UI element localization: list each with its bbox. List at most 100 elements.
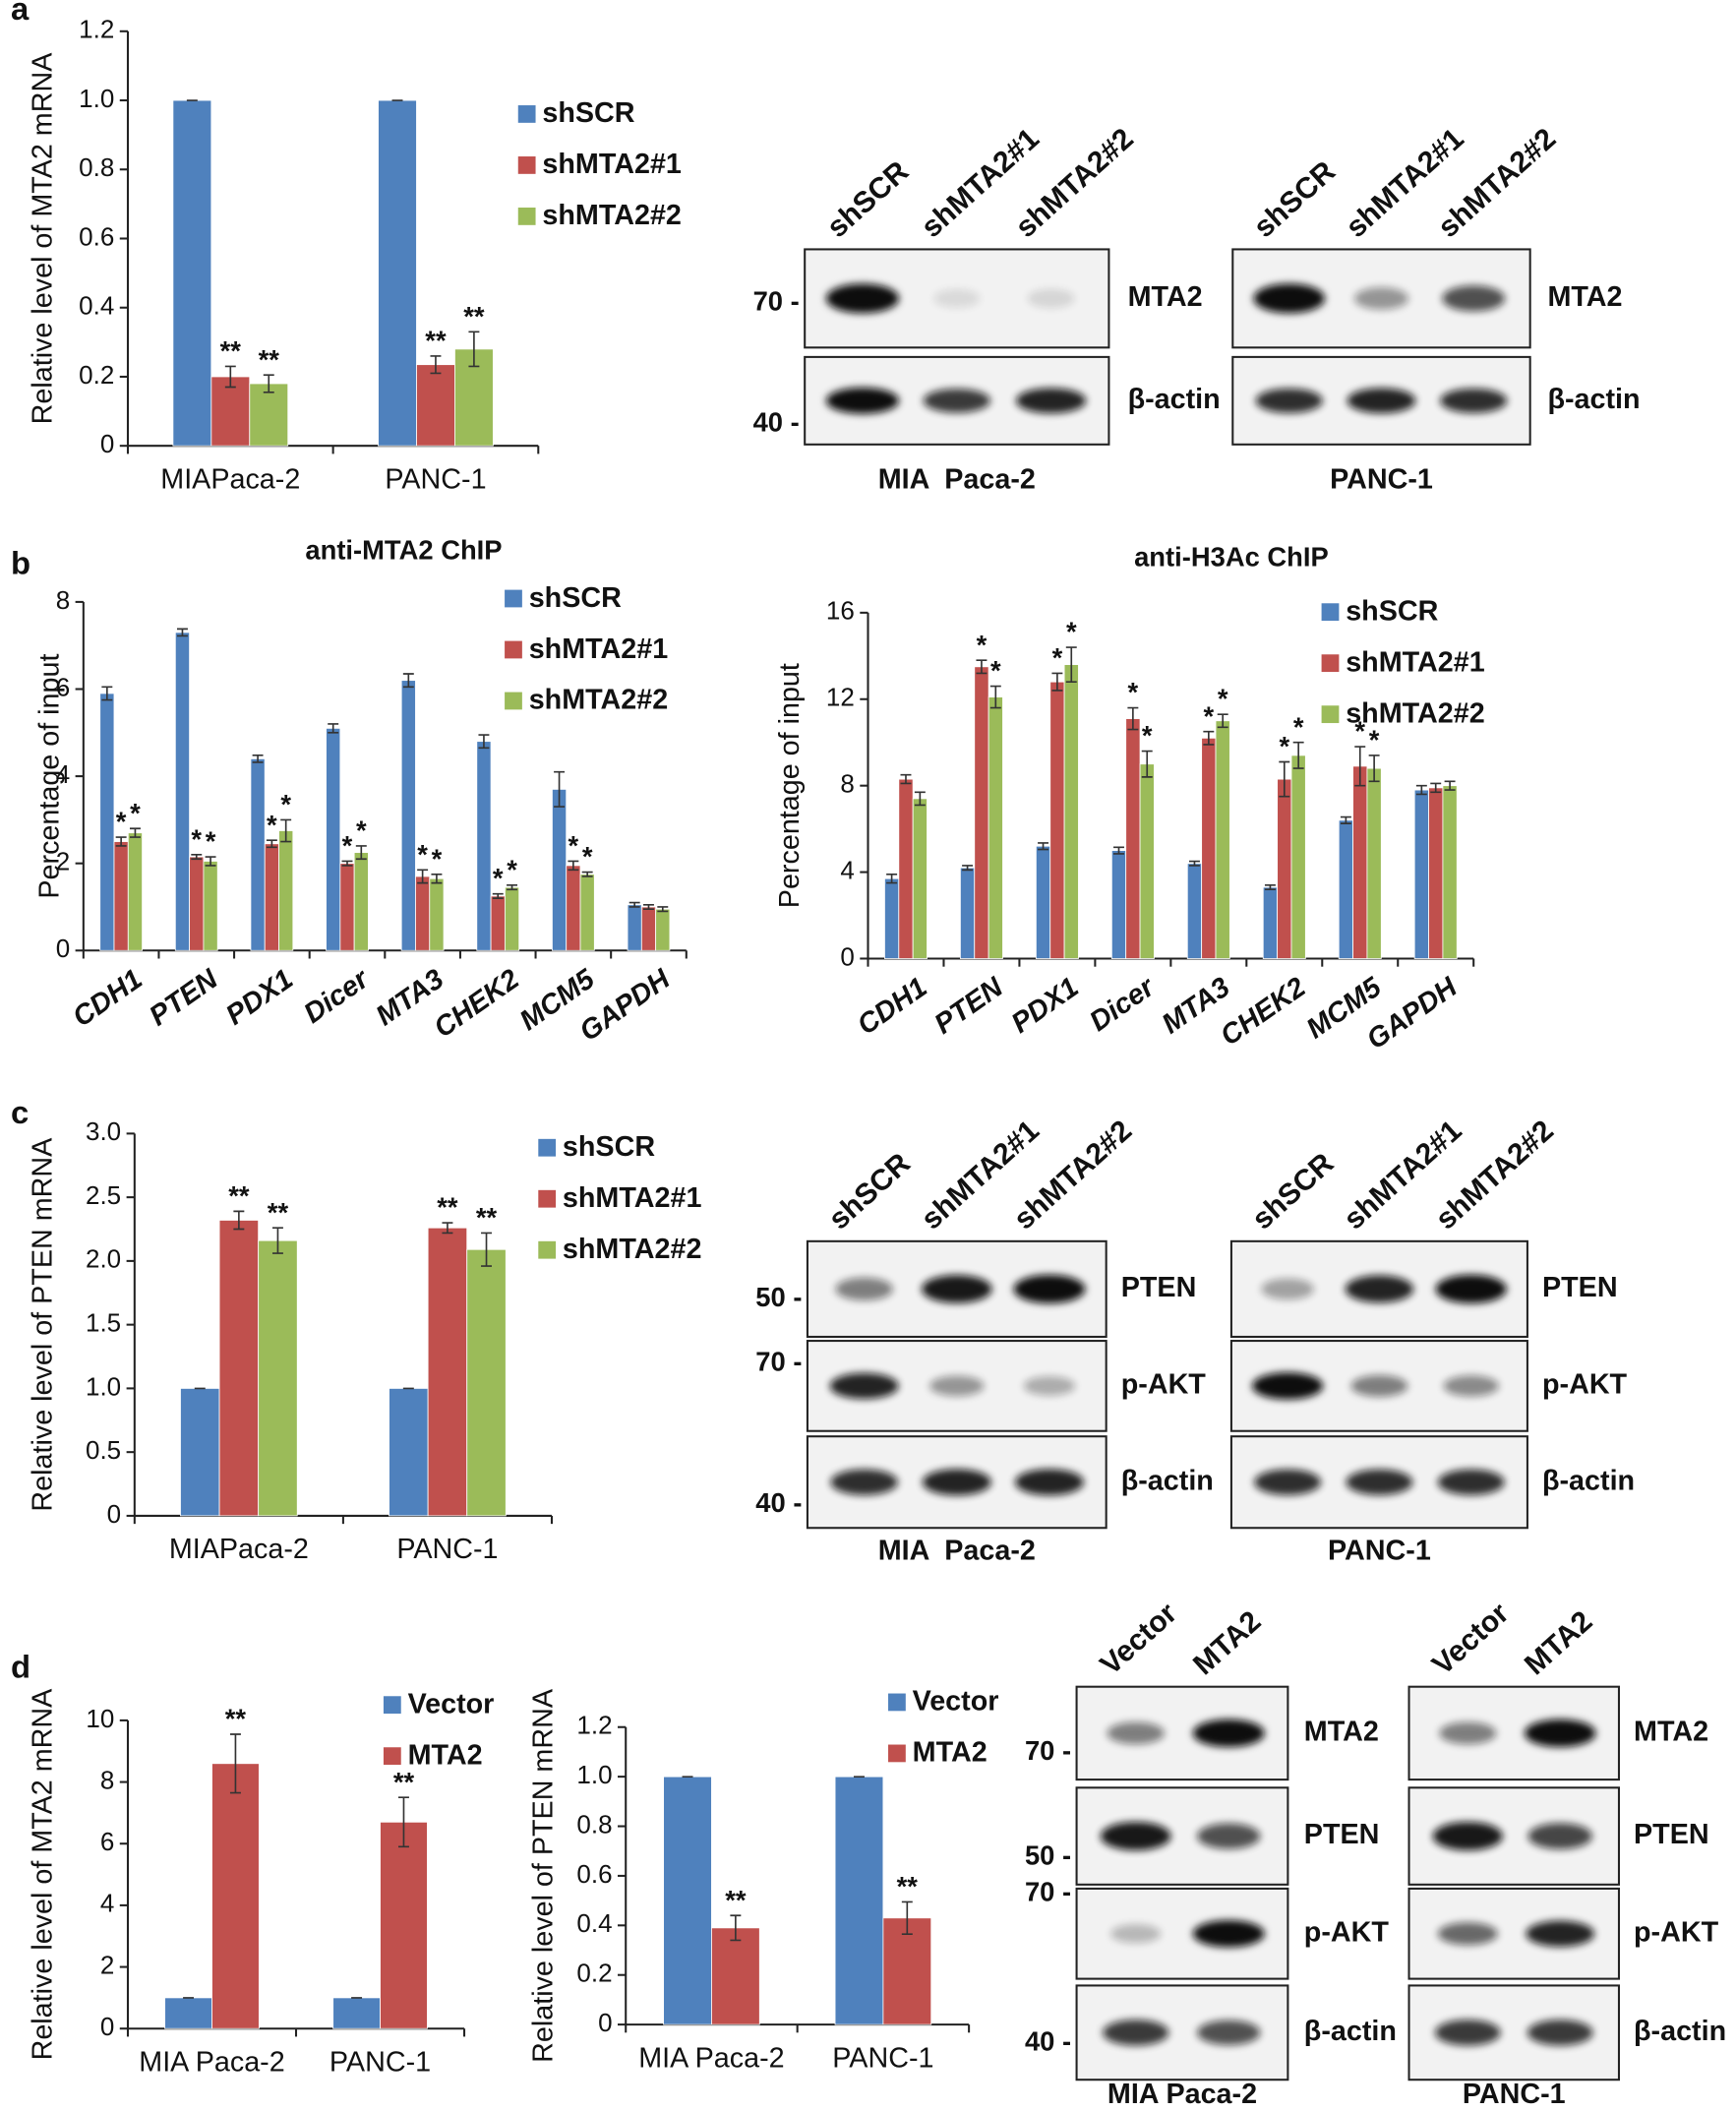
legend-label: shMTA2#2 — [542, 200, 682, 231]
error-bar — [252, 754, 264, 763]
bar — [429, 877, 445, 951]
row-label: MTA2 — [1128, 281, 1203, 313]
band — [1440, 388, 1508, 413]
band — [1347, 388, 1416, 414]
y-tick-label: 0 — [100, 2012, 114, 2041]
band — [829, 1372, 899, 1400]
x-tick-label: Dicer — [298, 962, 376, 1029]
y-tick-label: 1.5 — [86, 1308, 121, 1338]
significance: ** — [220, 335, 242, 366]
band — [929, 1375, 985, 1397]
bar — [1215, 720, 1230, 959]
significance: ** — [437, 1192, 458, 1223]
error-bar — [468, 331, 480, 368]
y-tick-label: 0.8 — [79, 152, 114, 182]
band — [1435, 1274, 1507, 1303]
band — [1253, 283, 1326, 314]
significance: * — [1142, 720, 1153, 751]
legend-swatch — [505, 692, 522, 710]
error-bar — [397, 1796, 409, 1848]
lane-label: shSCR — [1246, 1147, 1341, 1236]
significance: * — [1369, 724, 1380, 754]
band — [1432, 1822, 1503, 1851]
band — [1442, 285, 1506, 312]
bar — [490, 895, 506, 951]
significance: ** — [897, 1871, 919, 1901]
bar — [353, 852, 369, 951]
legend-label: Vector — [913, 1686, 999, 1718]
y-axis-label: Percentage of input — [34, 654, 66, 899]
legend-label: shMTA2#1 — [529, 633, 669, 665]
bar — [974, 666, 989, 959]
band — [1350, 1374, 1408, 1397]
significance: ** — [463, 301, 485, 332]
error-bar — [431, 873, 443, 884]
legend-swatch — [517, 156, 536, 174]
error-bar — [1368, 754, 1380, 783]
error-bar — [1203, 730, 1215, 746]
row-label: β-actin — [1304, 2016, 1397, 2047]
bar — [378, 99, 417, 447]
y-tick-label: 4 — [56, 759, 70, 789]
bar — [1338, 819, 1353, 959]
legend-swatch — [538, 1240, 557, 1259]
legend-swatch — [538, 1138, 557, 1157]
bar — [278, 830, 294, 951]
lane-label: shSCR — [1248, 154, 1343, 244]
x-tick-label: PANC-1 — [832, 2042, 933, 2074]
error-bar — [507, 884, 518, 891]
bar — [476, 741, 492, 951]
legend-label: shMTA2#1 — [542, 149, 682, 180]
bar — [898, 778, 914, 959]
error-bar — [581, 871, 593, 877]
legend-label: Vector — [408, 1688, 495, 1719]
cell-line: PANC-1 — [1330, 463, 1433, 495]
bar — [1428, 787, 1444, 959]
size-marker: 40 - — [755, 1487, 802, 1518]
bar — [466, 1248, 507, 1517]
row-label: p-AKT — [1121, 1368, 1207, 1400]
bar — [416, 364, 455, 447]
x-tick-label: PANC-1 — [385, 463, 486, 495]
legend-swatch — [888, 1744, 906, 1763]
x-tick-label: PDX1 — [1006, 972, 1085, 1040]
bar — [1139, 763, 1155, 959]
y-tick-label: 0.8 — [576, 1809, 612, 1839]
x-tick-label: CHEK2 — [1215, 972, 1311, 1053]
bar — [211, 1763, 260, 2029]
lane-label: Vector — [1095, 1597, 1184, 1681]
bar — [1186, 863, 1203, 959]
band — [1439, 1721, 1497, 1745]
error-bar — [271, 1227, 283, 1254]
cell-line: MIA Paca-2 — [1107, 2079, 1257, 2110]
row-label: p-AKT — [1304, 1916, 1390, 1948]
error-bar — [280, 818, 292, 843]
band — [923, 389, 990, 413]
bar — [1262, 886, 1279, 959]
row-label: p-AKT — [1542, 1368, 1628, 1400]
bar — [988, 696, 1003, 959]
x-tick-label: PANC-1 — [329, 2046, 431, 2078]
y-tick-label: 12 — [826, 683, 855, 712]
error-bar — [224, 365, 236, 389]
significance: * — [267, 810, 277, 840]
bar — [1352, 765, 1368, 959]
error-bar — [643, 903, 654, 911]
bar — [189, 856, 205, 951]
error-bar — [1051, 672, 1063, 692]
band — [1027, 288, 1075, 309]
band — [1434, 2020, 1501, 2046]
error-bar — [1188, 860, 1200, 867]
bar — [389, 1387, 429, 1517]
band — [1014, 1469, 1084, 1496]
bar — [912, 798, 928, 959]
bar — [332, 1997, 381, 2029]
chart-title: anti-MTA2 ChIP — [305, 535, 502, 566]
significance: * — [1128, 677, 1139, 707]
error-bar — [901, 1900, 913, 1935]
error-bar — [900, 773, 912, 785]
significance: * — [1066, 617, 1077, 647]
significance: * — [342, 830, 353, 861]
significance: * — [356, 815, 367, 846]
